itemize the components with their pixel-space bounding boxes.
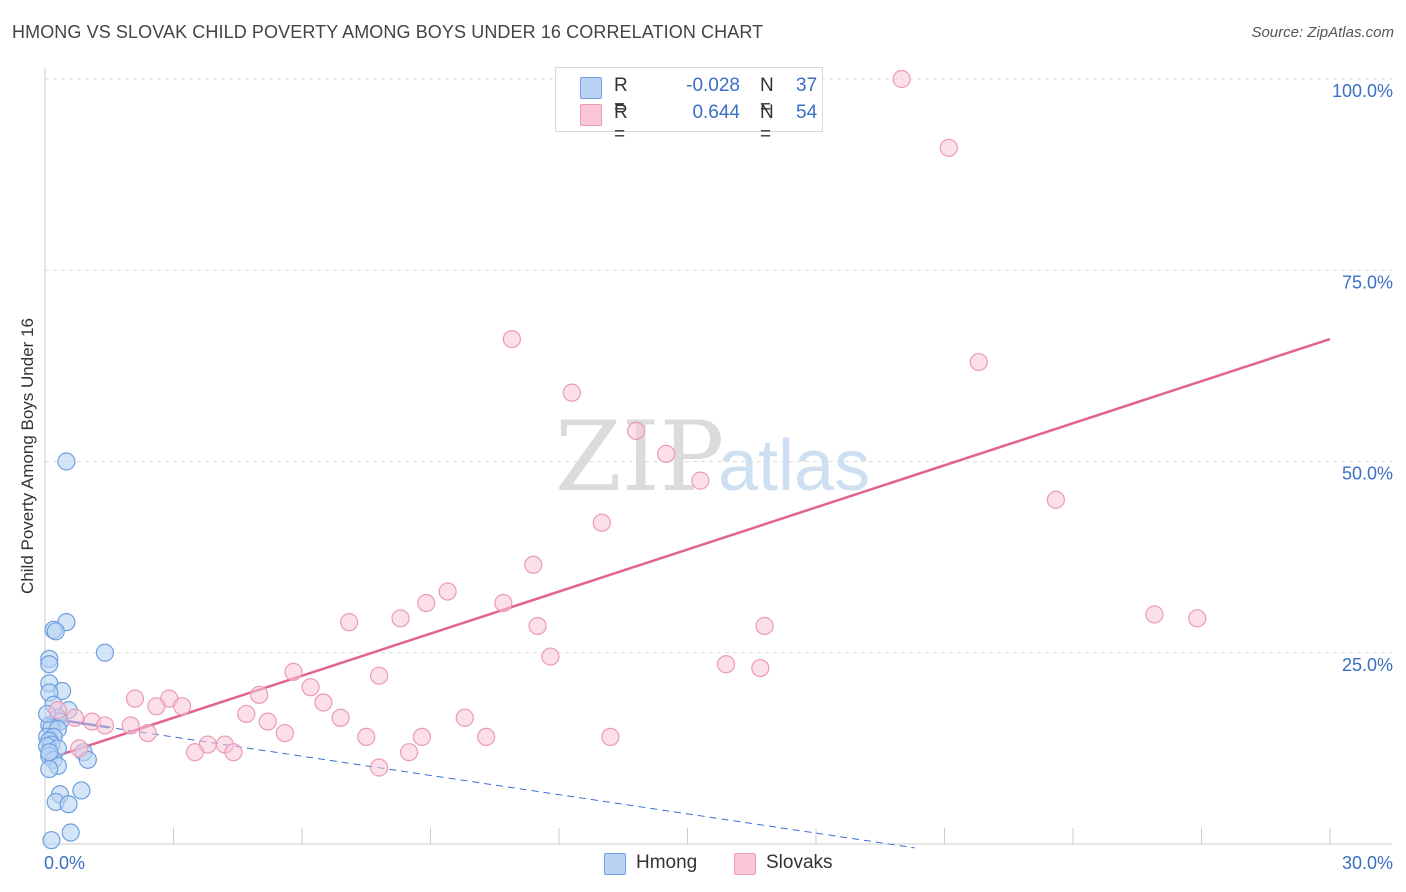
slovak-point — [494, 593, 513, 613]
tick-labels: 25.0% 50.0% 75.0% 100.0% 0.0% 30.0% — [44, 81, 1393, 873]
slovak-point — [601, 727, 620, 747]
slovak-point — [716, 655, 736, 674]
slovak-point — [391, 609, 410, 628]
slovak-point — [258, 712, 277, 731]
hmong-r-value: -0.028 — [686, 75, 740, 96]
hmong-point — [72, 781, 91, 800]
slovak-point — [314, 693, 333, 712]
slovak-point — [969, 352, 988, 372]
hmong-point — [57, 452, 76, 471]
slovak-point — [1145, 605, 1164, 624]
watermark-zip: ZIP — [555, 401, 724, 513]
hmong-legend-swatch — [604, 853, 626, 875]
slovak-point — [528, 616, 547, 636]
slovak-swatch — [580, 104, 602, 126]
slovak-point — [48, 701, 67, 720]
slovak-point — [939, 138, 958, 157]
slovak-point — [417, 593, 436, 613]
y-axis-label: Child Poverty Among Boys Under 16 — [18, 318, 37, 594]
slovak-point — [541, 647, 560, 666]
hmong-swatch — [580, 77, 602, 99]
hmong-point — [40, 759, 59, 779]
hmong-point — [40, 743, 59, 762]
slovak-point — [656, 444, 676, 463]
watermark-atlas: atlas — [718, 426, 870, 506]
slovak-point — [65, 708, 85, 727]
slovak-point — [250, 685, 269, 704]
y-tick-label-100: 100.0% — [1332, 81, 1393, 101]
watermark: ZIP atlas — [555, 401, 870, 513]
slovak-point — [357, 727, 376, 747]
hmong-n-label: N = — [760, 75, 774, 118]
x-tick-label-max: 30.0% — [1342, 853, 1393, 873]
hmong-n-value: 37 — [796, 75, 818, 96]
hmong-point — [42, 831, 61, 850]
grid-lines — [45, 78, 1392, 654]
slovak-point — [1188, 609, 1207, 628]
slovak-n-label: N = — [760, 102, 774, 145]
slovak-point — [592, 513, 611, 532]
slovak-point — [340, 613, 359, 632]
slovak-legend-label: Slovaks — [766, 852, 833, 873]
y-tick-label-25: 25.0% — [1342, 655, 1393, 675]
hmong-point — [95, 643, 115, 662]
y-tick-label-50: 50.0% — [1342, 464, 1393, 484]
slovak-r-value: 0.644 — [692, 102, 740, 123]
slovak-point — [524, 555, 543, 574]
slovak-point — [284, 662, 303, 681]
source-label: Source: ZipAtlas.com — [1251, 24, 1394, 41]
x-tick-label-min: 0.0% — [44, 853, 85, 873]
hmong-legend-label: Hmong — [636, 852, 698, 873]
slovak-point — [138, 723, 157, 743]
hmong-trend-dashed — [44, 717, 915, 849]
slovak-point — [70, 739, 89, 758]
slovak-point — [455, 708, 474, 727]
slovak-point — [237, 704, 256, 724]
chart-title: HMONG VS SLOVAK CHILD POVERTY AMONG BOYS… — [12, 22, 764, 42]
slovak-point — [751, 658, 770, 678]
slovak-point — [185, 743, 205, 762]
slovak-point — [224, 743, 243, 762]
slovak-point — [502, 330, 521, 349]
slovak-point — [95, 716, 115, 735]
slovak-point — [121, 716, 140, 735]
hmong-point — [40, 655, 59, 674]
slovak-point — [399, 743, 419, 762]
slovak-point — [147, 697, 166, 716]
slovak-point — [477, 727, 496, 747]
slovak-point — [172, 697, 192, 716]
slovak-points — [48, 69, 1207, 777]
hmong-point — [59, 795, 78, 814]
slovak-legend-swatch — [734, 853, 756, 875]
hmong-points — [38, 452, 115, 850]
slovak-point — [892, 69, 911, 89]
slovak-n-value: 54 — [796, 102, 818, 123]
slovak-point — [438, 582, 457, 601]
slovak-point — [370, 758, 389, 777]
slovak-r-label: R = — [614, 102, 628, 145]
slovak-point — [301, 678, 320, 697]
slovak-point — [125, 689, 145, 708]
slovak-point — [562, 383, 581, 402]
slovak-point — [331, 708, 350, 727]
hmong-point — [61, 823, 80, 842]
slovak-point — [412, 727, 432, 747]
slovak-point — [755, 616, 774, 636]
slovak-point — [691, 471, 710, 490]
slovak-point — [275, 723, 294, 743]
slovak-point — [1046, 490, 1065, 509]
correlation-legend: R = -0.028 N = 37 R = 0.644 N = 54 — [555, 67, 823, 145]
y-tick-label-75: 75.0% — [1342, 272, 1393, 292]
slovak-point — [370, 666, 389, 685]
slovak-point — [626, 421, 646, 440]
hmong-r-label: R = — [614, 75, 628, 118]
hmong-point — [46, 622, 65, 641]
